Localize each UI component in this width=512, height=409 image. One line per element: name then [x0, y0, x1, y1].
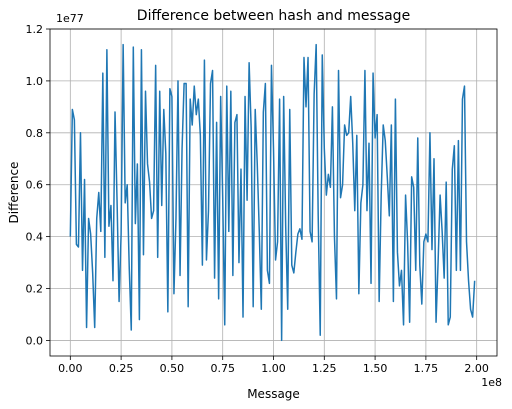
y-ticks: 0.0 0.2 0.4 0.6 0.8 1.0 1.2: [26, 23, 50, 347]
x-tick-label: 0.00: [58, 362, 83, 375]
y-tick-label: 0.0: [26, 334, 44, 347]
x-ticks: 0.00 0.25 0.50 0.75 1.00 1.25 1.50 1.75 2.00: [58, 356, 489, 375]
y-tick-label: 0.8: [26, 127, 44, 140]
x-tick-label: 1.25: [312, 362, 337, 375]
chart-title: Difference between hash and message: [137, 8, 410, 24]
y-tick-label: 0.2: [26, 283, 44, 296]
y-axis-offset-label: 1e77: [56, 12, 84, 25]
x-tick-label: 0.75: [210, 362, 235, 375]
x-axis-offset-label: 1e8: [481, 376, 502, 389]
x-tick-label: 2.00: [464, 362, 489, 375]
x-tick-label: 1.00: [261, 362, 286, 375]
x-tick-label: 0.25: [109, 362, 134, 375]
x-axis-label: Message: [247, 387, 300, 401]
y-tick-label: 1.0: [26, 75, 44, 88]
plot-frame: [49, 28, 498, 357]
series-line: [69, 43, 476, 342]
series-layer: [69, 43, 476, 342]
x-tick-label: 1.75: [414, 362, 439, 375]
y-tick-label: 0.4: [26, 231, 44, 244]
x-tick-label: 1.50: [363, 362, 388, 375]
x-tick-label: 0.50: [160, 362, 185, 375]
y-axis-label: Difference: [7, 162, 21, 224]
y-tick-label: 1.2: [26, 23, 44, 36]
y-tick-label: 0.6: [26, 179, 44, 192]
